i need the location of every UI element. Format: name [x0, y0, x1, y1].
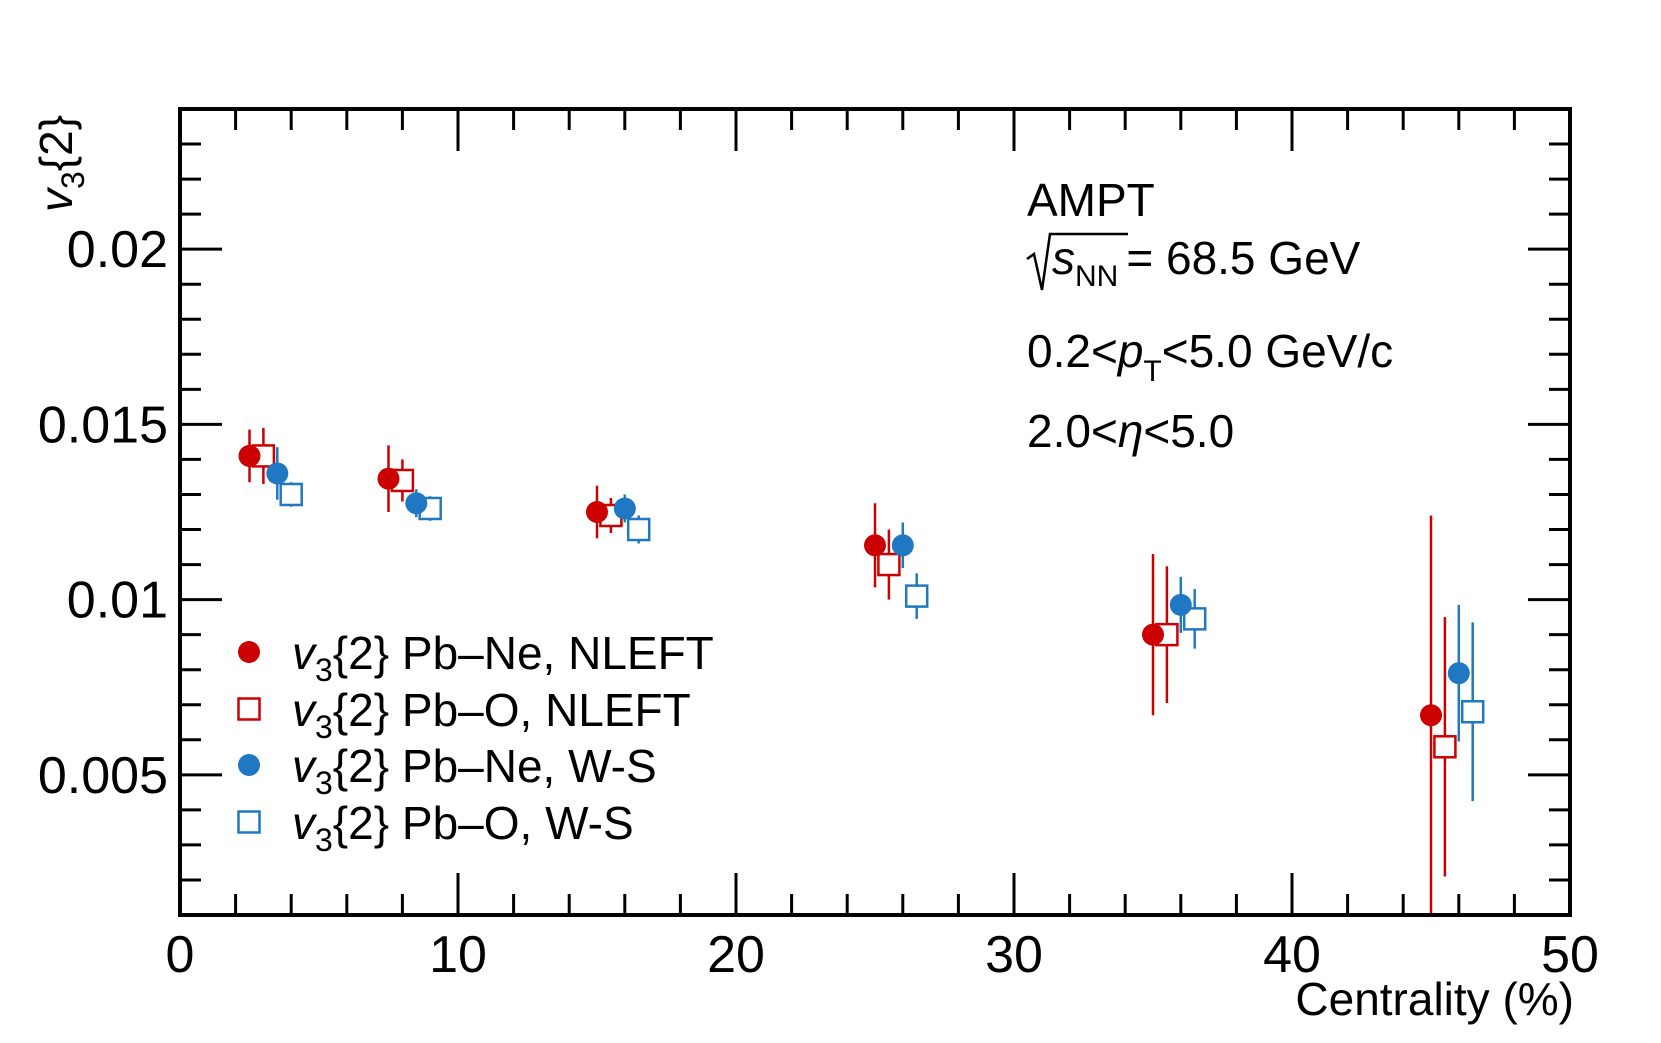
data-point	[405, 492, 428, 515]
x-tick-label: 0	[166, 926, 195, 984]
data-point	[251, 444, 276, 468]
data-point	[266, 462, 289, 485]
legend-label: v3{2} Pb–Ne, W-S	[292, 740, 657, 801]
y-tick-label: 0.01	[67, 572, 168, 630]
y-tick-label: 0.02	[67, 221, 168, 279]
legend-marker	[237, 810, 261, 834]
data-point	[1169, 593, 1192, 616]
pt-range-label: 0.2<pT<5.0 GeV/c	[1027, 325, 1393, 388]
legend-label: v3{2} Pb–O, NLEFT	[292, 684, 691, 745]
data-point	[390, 468, 415, 493]
legend-label: v3{2} Pb–Ne, NLEFT	[292, 627, 714, 688]
data-point	[418, 496, 442, 521]
data-point	[1182, 607, 1207, 631]
legend-label: v3{2} Pb–O, W-S	[292, 797, 634, 858]
data-point	[1447, 662, 1470, 685]
legend-marker	[237, 697, 261, 721]
data-point	[279, 482, 303, 507]
data-point	[586, 501, 608, 523]
energy-label: sNN = 68.5 GeV	[1052, 232, 1361, 293]
x-tick-label: 20	[707, 926, 765, 984]
data-point	[864, 534, 886, 557]
data-point	[1460, 699, 1485, 724]
data-point	[626, 517, 651, 542]
data-point	[1155, 622, 1179, 647]
legend-marker	[238, 754, 260, 776]
x-tick-label: 40	[1263, 926, 1321, 984]
data-markers	[238, 444, 1485, 759]
y-tick-labels: 0.005 0.01 0.015 0.02	[38, 221, 168, 805]
sqrt-sign-icon	[1026, 232, 1128, 291]
data-point	[891, 534, 914, 557]
data-point	[1433, 735, 1457, 759]
data-point	[1420, 704, 1442, 727]
annotation-block: AMPT sNN = 68.5 GeV 0.2<pT<5.0 GeV/c 2.0<…	[1026, 174, 1393, 457]
x-tick-label: 50	[1541, 926, 1599, 984]
y-tick-label: 0.005	[38, 747, 168, 805]
data-point	[613, 497, 636, 520]
y-tick-label: 0.015	[38, 396, 168, 454]
data-point	[877, 552, 901, 577]
y-axis-label: v3{2}	[30, 115, 91, 212]
data-point	[238, 444, 261, 467]
data-point	[377, 467, 400, 490]
model-label: AMPT	[1027, 174, 1155, 226]
plot-frame	[178, 107, 1572, 917]
legend-marker	[238, 641, 260, 663]
eta-range-label: 2.0<η<5.0	[1027, 405, 1234, 457]
x-tick-label: 30	[985, 926, 1043, 984]
data-point	[1142, 623, 1164, 646]
x-tick-labels: 0 10 20 30 40 50	[166, 926, 1599, 984]
data-point	[904, 584, 929, 608]
x-axis-label: Centrality (%)	[1295, 973, 1574, 1025]
x-tick-label: 10	[429, 926, 487, 984]
